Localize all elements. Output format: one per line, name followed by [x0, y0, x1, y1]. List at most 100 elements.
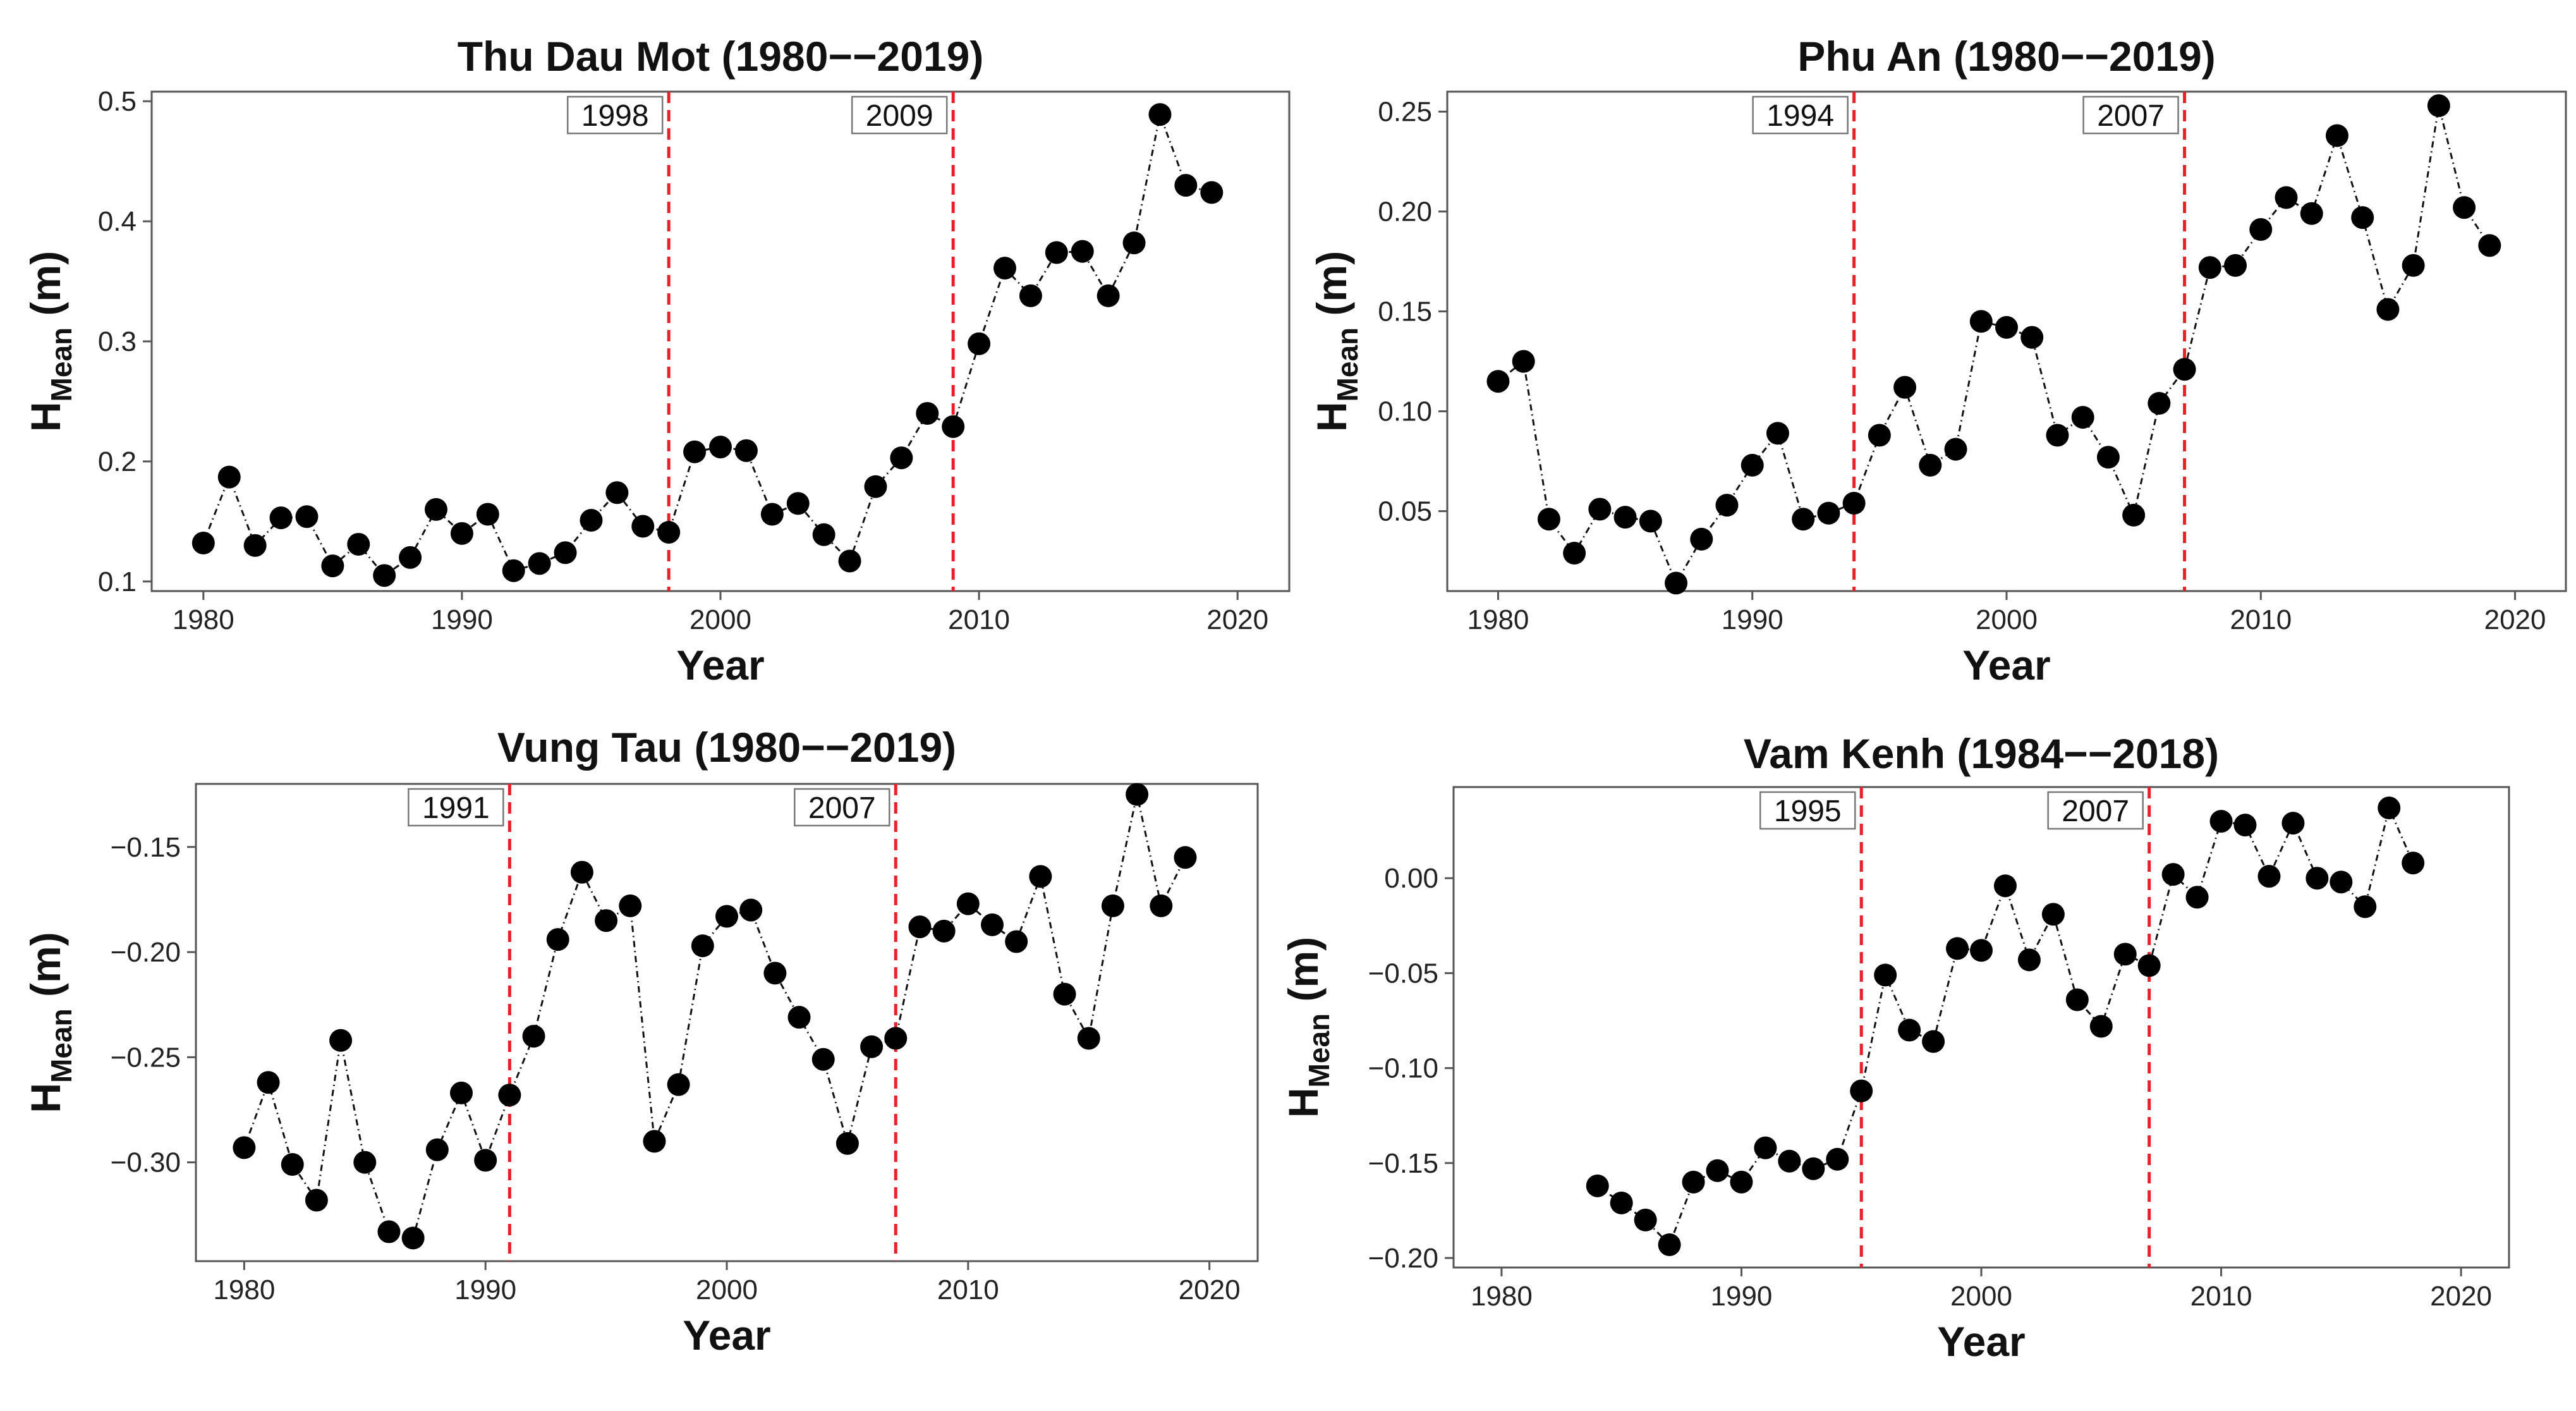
- data-point: [1174, 846, 1197, 869]
- x-axis-label: Year: [1937, 1318, 2025, 1365]
- data-point: [1715, 494, 1739, 517]
- data-point: [811, 1048, 835, 1071]
- data-point: [760, 503, 784, 526]
- x-tick-label: 2010: [937, 1274, 999, 1305]
- data-point: [1817, 501, 1840, 525]
- y-tick-label: 0.5: [98, 86, 137, 117]
- data-point: [347, 532, 370, 556]
- data-point: [643, 1130, 666, 1153]
- y-tick-label: −0.20: [1368, 1243, 1438, 1274]
- data-point: [373, 564, 396, 587]
- data-point: [1019, 284, 1042, 307]
- data-point: [2137, 954, 2161, 977]
- chart-title: Vam Kenh (1984−−2018): [1744, 730, 2219, 777]
- data-point: [2281, 812, 2305, 835]
- y-tick-label: 0.1: [98, 566, 137, 597]
- data-point: [1563, 541, 1586, 565]
- breakpoint-label-box: [1759, 791, 1856, 830]
- y-tick-label: 0.05: [1378, 496, 1432, 527]
- data-point: [691, 934, 714, 958]
- data-point: [715, 905, 738, 928]
- data-point: [2354, 895, 2377, 919]
- plot-frame: [195, 783, 1259, 1262]
- data-point: [2209, 810, 2233, 833]
- data-point: [1893, 376, 1917, 399]
- y-axis-label-subscript: Mean: [45, 327, 78, 402]
- chart-panel-2: Phu An (1980−−2019) 1980 1990 2000 2010 2020 0…: [1308, 33, 2567, 688]
- data-point: [667, 1073, 690, 1096]
- chart-title: Thu Dau Mot (1980−−2019): [458, 33, 984, 80]
- data-point: [2020, 326, 2044, 349]
- data-point: [2017, 948, 2041, 972]
- data-point: [2257, 865, 2281, 888]
- data-point: [932, 919, 956, 943]
- data-point: [2275, 186, 2298, 209]
- data-point: [2148, 391, 2171, 415]
- x-axis-label: Year: [683, 1312, 770, 1359]
- data-point: [1993, 874, 2017, 898]
- data-point: [2065, 988, 2089, 1011]
- y-tick-label: 0.10: [1378, 396, 1432, 427]
- y-tick-label: −0.15: [111, 832, 181, 863]
- y-tick-label: 0.4: [98, 206, 137, 237]
- x-tick-label: 1990: [431, 604, 493, 635]
- data-point: [1200, 181, 1224, 204]
- x-tick-label: 2020: [1206, 604, 1268, 635]
- y-axis-label-main: H: [1308, 401, 1355, 432]
- y-tick-label: 0.3: [98, 326, 137, 357]
- data-point: [476, 503, 499, 526]
- x-tick-label: 2000: [1976, 604, 2038, 635]
- data-point: [1919, 453, 1942, 477]
- data-point: [1970, 939, 1993, 962]
- data-point: [321, 554, 344, 578]
- chart-panel-4: Vam Kenh (1984−−2018) 1980 1990 2000 2010 202…: [1280, 730, 2510, 1365]
- data-point: [786, 492, 810, 515]
- data-point: [474, 1149, 497, 1172]
- data-point: [683, 440, 707, 463]
- data-point: [2071, 406, 2094, 429]
- data-point: [1706, 1159, 1729, 1182]
- data-point: [191, 532, 215, 555]
- data-point: [1826, 1147, 1849, 1171]
- breakpoint-label: 1995: [1774, 795, 1842, 828]
- x-tick-label: 2010: [2230, 604, 2292, 635]
- data-point: [450, 522, 473, 545]
- breakpoint-label-box: [566, 95, 664, 135]
- data-point: [993, 257, 1016, 280]
- breakpoint-label: 1994: [1766, 99, 1834, 133]
- data-point: [257, 1071, 280, 1094]
- data-point: [1802, 1157, 1825, 1180]
- data-point: [2376, 298, 2400, 321]
- data-point: [295, 505, 319, 528]
- data-point: [860, 1035, 884, 1058]
- data-point: [709, 436, 732, 459]
- breakpoint-label: 2007: [2062, 795, 2129, 828]
- data-point: [502, 559, 525, 582]
- y-tick-label: −0.20: [111, 937, 181, 968]
- y-axis-label: HMean (m): [22, 251, 78, 432]
- x-tick-label: 1990: [1711, 1281, 1773, 1312]
- data-point: [763, 962, 787, 985]
- series-line: [202, 111, 1212, 577]
- x-tick-label: 2020: [2430, 1281, 2492, 1312]
- x-tick-label: 1990: [1722, 604, 1783, 635]
- y-tick-label: 0.20: [1378, 197, 1432, 228]
- data-point: [812, 523, 835, 546]
- y-axis-label-main: H: [22, 401, 69, 432]
- data-point: [605, 481, 629, 504]
- data-point: [1610, 1191, 1633, 1214]
- data-point: [619, 894, 642, 917]
- data-point: [1995, 315, 2018, 339]
- y-axis-label: HMean (m): [1280, 937, 1335, 1118]
- y-axis-label-main: H: [1280, 1087, 1327, 1118]
- data-point: [329, 1029, 353, 1052]
- data-point: [2233, 814, 2257, 837]
- data-point: [2427, 94, 2450, 118]
- breakpoint-label-box: [2047, 791, 2144, 830]
- data-point: [2224, 253, 2247, 277]
- breakpoint-label: 2009: [866, 99, 933, 133]
- data-point: [864, 475, 887, 498]
- y-axis-label-main: H: [22, 1083, 69, 1113]
- data-point: [1634, 1208, 1657, 1231]
- data-point: [1730, 1170, 1753, 1194]
